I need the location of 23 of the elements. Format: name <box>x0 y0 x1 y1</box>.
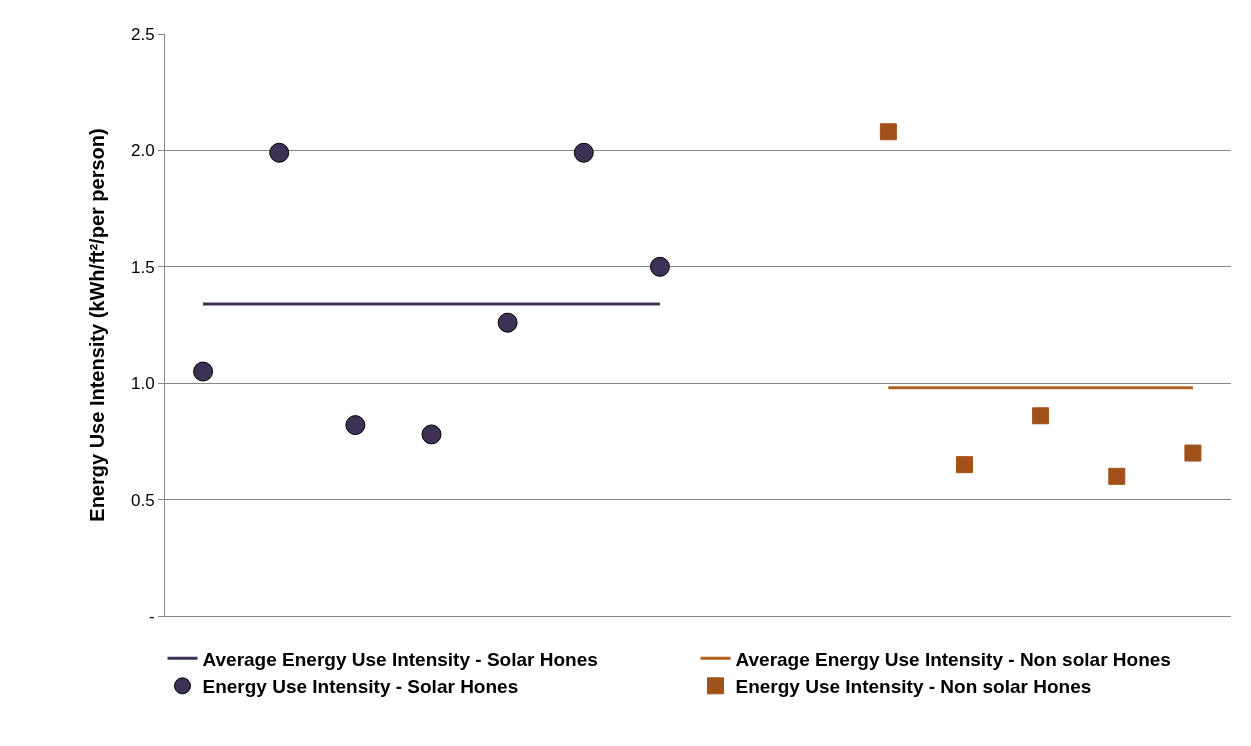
point <box>1108 467 1126 485</box>
point <box>269 142 290 163</box>
legend-label: Energy Use Intensity - Non solar Hones <box>735 676 1092 698</box>
y-tick-label: 1.0 <box>130 374 155 394</box>
point <box>573 142 594 163</box>
point <box>193 361 214 382</box>
legend-label: Average Energy Use Intensity - Non solar Hones <box>735 648 1171 670</box>
y-tick-label: 0.5 <box>130 490 155 510</box>
y-tick-label: - <box>148 606 155 626</box>
y-tick-label: 2.0 <box>130 141 155 161</box>
point <box>421 424 442 445</box>
point <box>879 123 897 141</box>
legend-label: Average Energy Use Intensity - Solar Hones <box>202 648 598 670</box>
point <box>956 456 973 474</box>
point <box>497 312 518 333</box>
point <box>345 415 366 436</box>
point <box>649 256 670 277</box>
point <box>1032 407 1050 425</box>
point <box>1184 444 1202 462</box>
y-axis-title: Energy Use Intensity (kWh/ft²/per person) <box>86 128 109 522</box>
y-tick-label: 2.5 <box>130 24 155 44</box>
y-tick-label: 1.5 <box>130 257 155 277</box>
legend-label: Energy Use Intensity - Solar Hones <box>202 676 519 698</box>
